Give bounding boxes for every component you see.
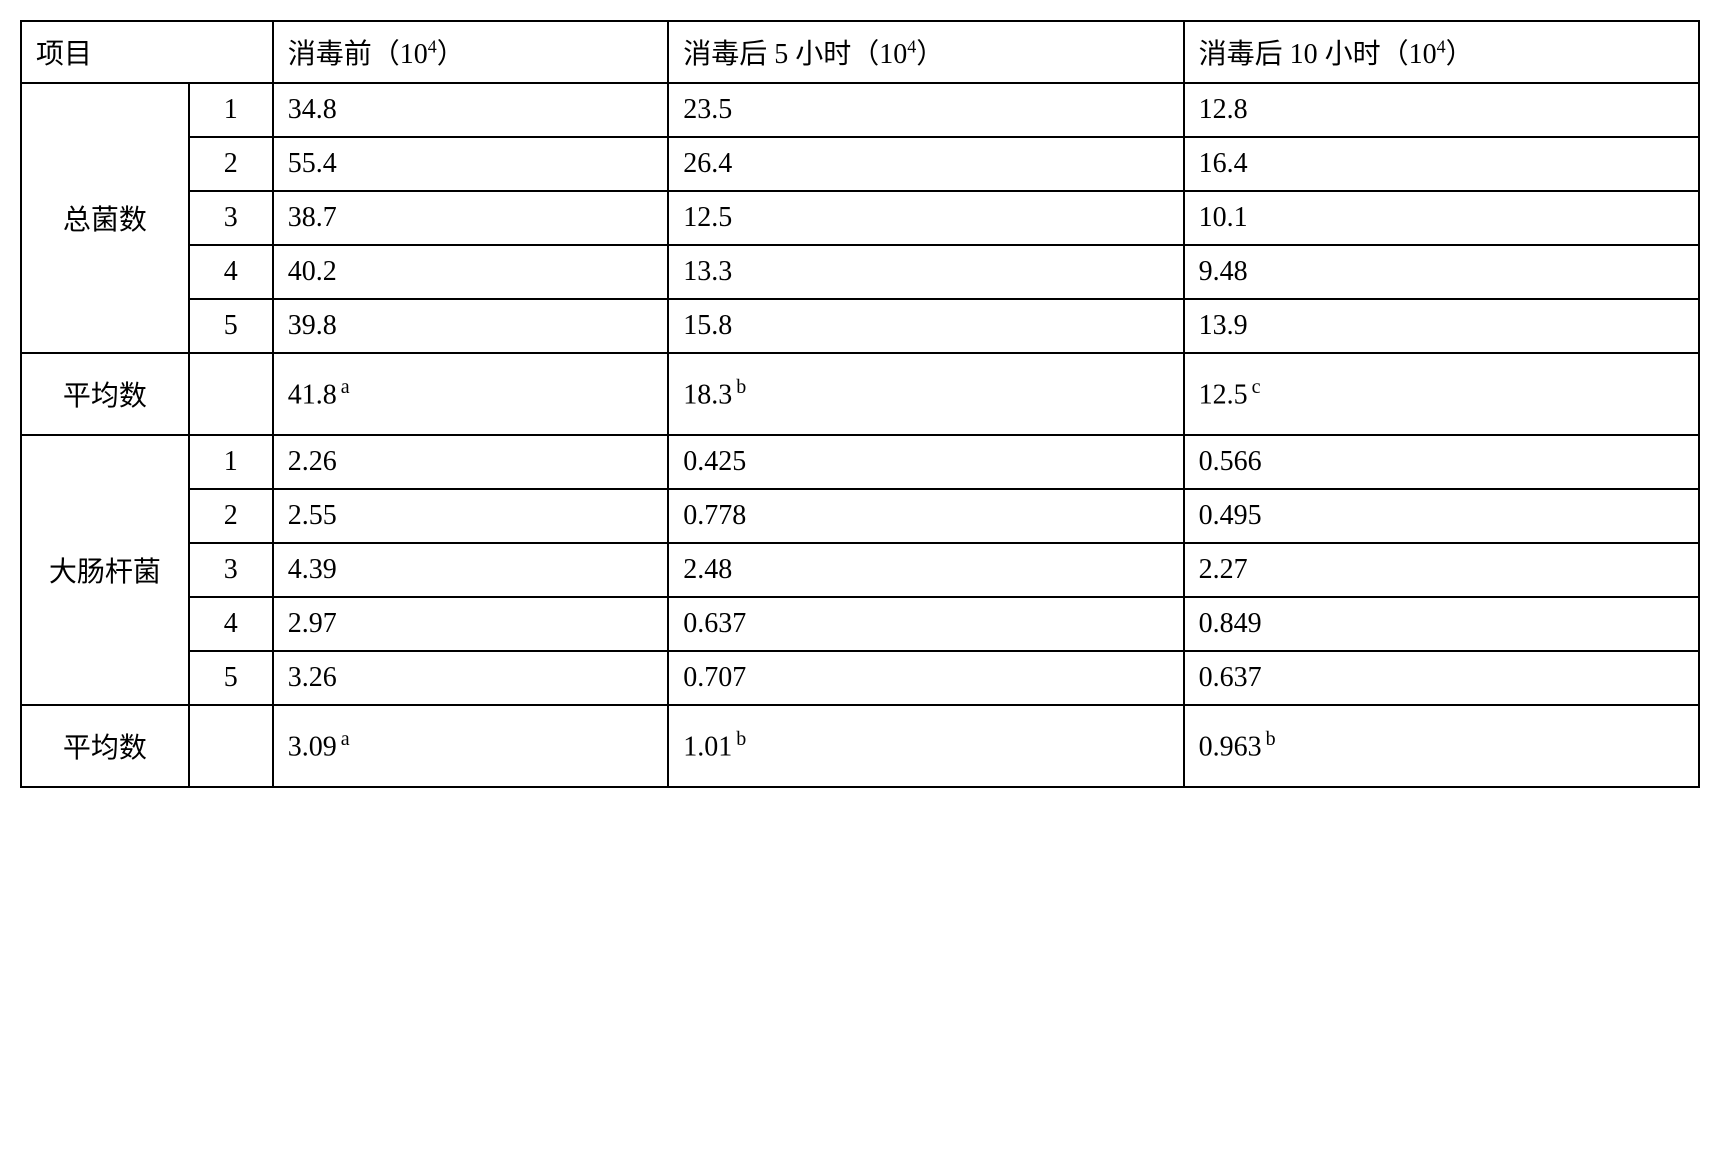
row-num: 2 [189,137,273,191]
cell-after10: 13.9 [1184,299,1699,353]
header-after10: 消毒后 10 小时（104） [1184,21,1699,83]
header-before-close: ） [437,39,465,70]
cell-after5: 23.5 [668,83,1183,137]
header-before: 消毒前（104） [273,21,669,83]
avg-before-val: 41.8 [288,380,337,411]
cell-after10: 9.48 [1184,245,1699,299]
avg-num-empty [189,705,273,787]
header-after5-text: 消毒后 5 小时（10 [683,39,907,70]
header-after5-close: ） [916,39,944,70]
table-row: 5 39.8 15.8 13.9 [21,299,1699,353]
section2-label: 大肠杆菌 [21,435,189,705]
disinfection-data-table: 项目 消毒前（104） 消毒后 5 小时（104） 消毒后 10 小时（104）… [20,20,1700,788]
cell-before: 40.2 [273,245,669,299]
avg-after5-sup: b [732,728,746,750]
cell-before: 2.55 [273,489,669,543]
cell-before: 3.26 [273,651,669,705]
table-row: 大肠杆菌 1 2.26 0.425 0.566 [21,435,1699,489]
avg-after5: 1.01b [668,705,1183,787]
table-row: 3 4.39 2.48 2.27 [21,543,1699,597]
table-row: 4 40.2 13.3 9.48 [21,245,1699,299]
header-after10-sup: 4 [1437,37,1446,57]
cell-before: 39.8 [273,299,669,353]
cell-after5: 15.8 [668,299,1183,353]
table-row: 3 38.7 12.5 10.1 [21,191,1699,245]
cell-before: 4.39 [273,543,669,597]
row-num: 1 [189,435,273,489]
avg-after10: 12.5c [1184,353,1699,435]
header-after10-close: ） [1446,39,1474,70]
cell-after5: 13.3 [668,245,1183,299]
cell-after10: 12.8 [1184,83,1699,137]
avg-before-sup: a [337,376,350,398]
cell-after5: 0.637 [668,597,1183,651]
cell-after5: 12.5 [668,191,1183,245]
header-item-text: 项目 [36,39,92,70]
table-row: 总菌数 1 34.8 23.5 12.8 [21,83,1699,137]
cell-after5: 2.48 [668,543,1183,597]
avg-before-sup: a [337,728,350,750]
cell-before: 38.7 [273,191,669,245]
section1-avg-label: 平均数 [21,353,189,435]
cell-after5: 0.707 [668,651,1183,705]
avg-after5: 18.3b [668,353,1183,435]
avg-num-empty [189,353,273,435]
header-after5-sup: 4 [907,37,916,57]
avg-after10: 0.963b [1184,705,1699,787]
avg-after10-sup: b [1262,728,1276,750]
section1-label: 总菌数 [21,83,189,353]
cell-after10: 10.1 [1184,191,1699,245]
row-num: 3 [189,543,273,597]
cell-after5: 0.778 [668,489,1183,543]
header-after10-text: 消毒后 10 小时（10 [1199,39,1437,70]
row-num: 4 [189,245,273,299]
avg-after5-val: 1.01 [683,732,732,763]
section2-avg-row: 平均数 3.09a 1.01b 0.963b [21,705,1699,787]
header-item: 项目 [21,21,273,83]
avg-after5-sup: b [732,376,746,398]
cell-after10: 2.27 [1184,543,1699,597]
avg-before: 3.09a [273,705,669,787]
cell-after5: 0.425 [668,435,1183,489]
row-num: 1 [189,83,273,137]
cell-after10: 0.637 [1184,651,1699,705]
table-header-row: 项目 消毒前（104） 消毒后 5 小时（104） 消毒后 10 小时（104） [21,21,1699,83]
section2-avg-label: 平均数 [21,705,189,787]
table-row: 4 2.97 0.637 0.849 [21,597,1699,651]
row-num: 3 [189,191,273,245]
section1-avg-row: 平均数 41.8a 18.3b 12.5c [21,353,1699,435]
avg-after10-sup: c [1248,376,1261,398]
cell-before: 34.8 [273,83,669,137]
table-row: 2 2.55 0.778 0.495 [21,489,1699,543]
cell-before: 2.26 [273,435,669,489]
cell-before: 2.97 [273,597,669,651]
row-num: 2 [189,489,273,543]
cell-after5: 26.4 [668,137,1183,191]
avg-before-val: 3.09 [288,732,337,763]
row-num: 4 [189,597,273,651]
row-num: 5 [189,651,273,705]
header-after5: 消毒后 5 小时（104） [668,21,1183,83]
cell-after10: 0.495 [1184,489,1699,543]
avg-before: 41.8a [273,353,669,435]
cell-after10: 0.849 [1184,597,1699,651]
cell-after10: 16.4 [1184,137,1699,191]
avg-after10-val: 0.963 [1199,732,1262,763]
avg-after10-val: 12.5 [1199,380,1248,411]
cell-after10: 0.566 [1184,435,1699,489]
table-row: 2 55.4 26.4 16.4 [21,137,1699,191]
table-row: 5 3.26 0.707 0.637 [21,651,1699,705]
cell-before: 55.4 [273,137,669,191]
avg-after5-val: 18.3 [683,380,732,411]
header-before-sup: 4 [428,37,437,57]
header-before-text: 消毒前（10 [288,39,428,70]
row-num: 5 [189,299,273,353]
